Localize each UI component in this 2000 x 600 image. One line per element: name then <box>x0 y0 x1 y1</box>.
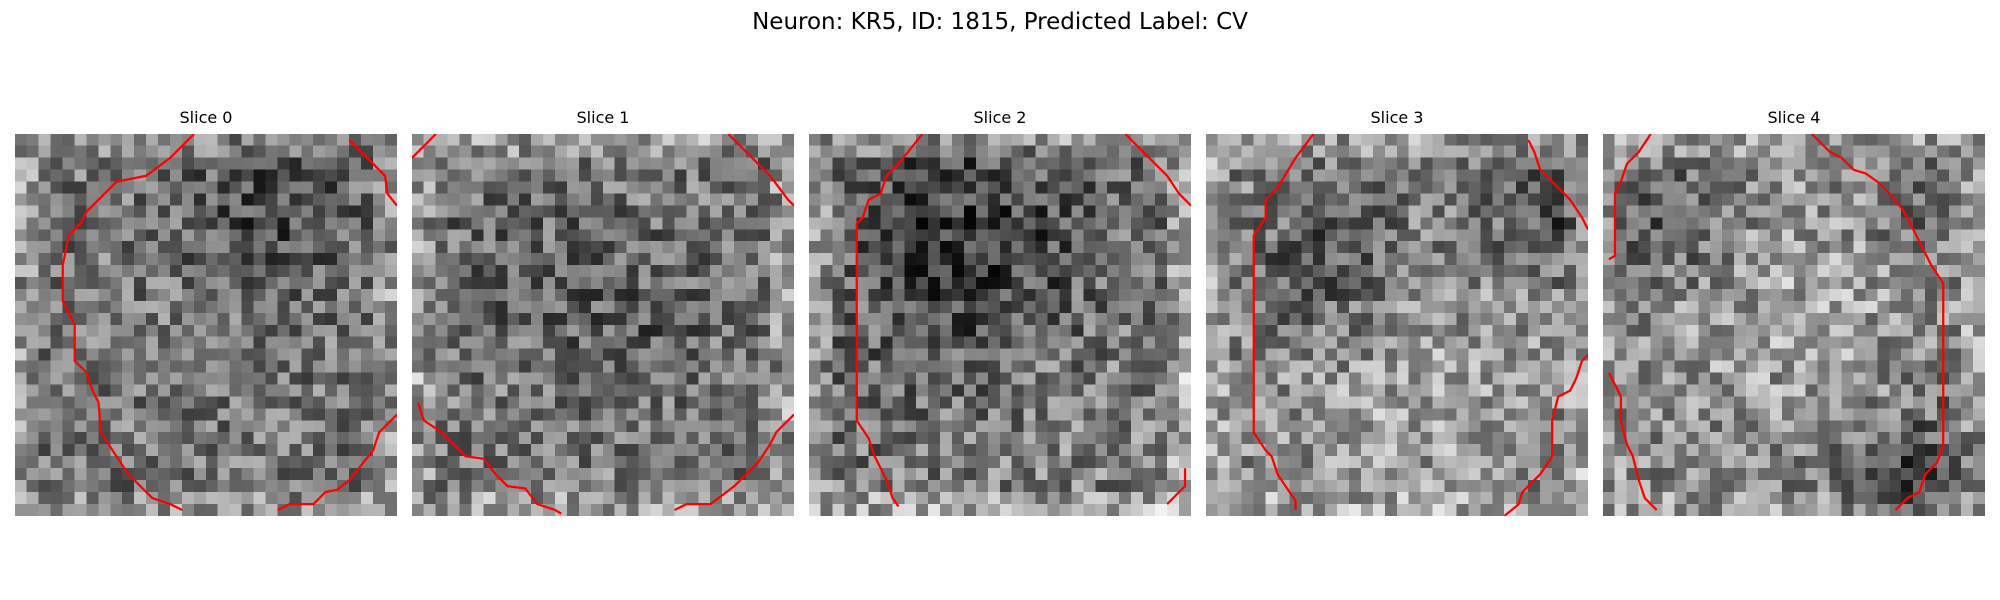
slice-canvas <box>15 134 397 516</box>
slice-canvas <box>1603 134 1985 516</box>
slice-image <box>1206 134 1588 516</box>
slice-title: Slice 2 <box>973 108 1027 127</box>
slice-panel-3: Slice 3 <box>1206 108 1588 516</box>
slice-canvas <box>1206 134 1588 516</box>
figure-title: Neuron: KR5, ID: 1815, Predicted Label: … <box>752 9 1248 35</box>
slice-panel-2: Slice 2 <box>809 108 1191 516</box>
slice-title: Slice 1 <box>576 108 630 127</box>
slice-image <box>412 134 794 516</box>
slice-canvas <box>412 134 794 516</box>
slice-panel-4: Slice 4 <box>1603 108 1985 516</box>
slice-title: Slice 0 <box>179 108 233 127</box>
slice-image <box>1603 134 1985 516</box>
slice-image <box>15 134 397 516</box>
slice-title: Slice 4 <box>1767 108 1821 127</box>
slice-title: Slice 3 <box>1370 108 1424 127</box>
slice-panel-0: Slice 0 <box>15 108 397 516</box>
slice-canvas <box>809 134 1191 516</box>
slice-panel-1: Slice 1 <box>412 108 794 516</box>
slice-image <box>809 134 1191 516</box>
